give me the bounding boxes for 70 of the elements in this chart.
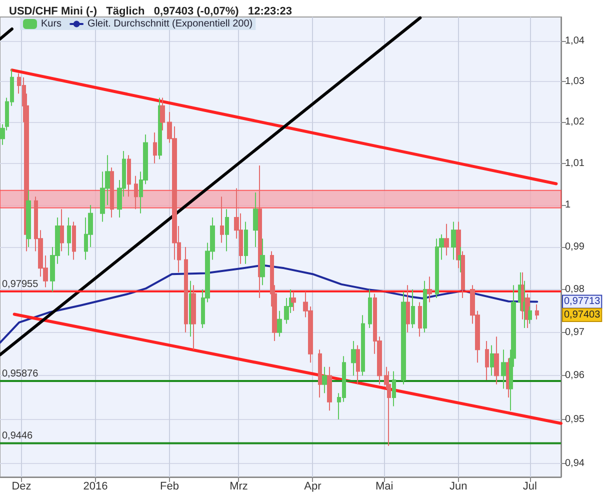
y-tick-label: 1,03 (565, 76, 585, 87)
candlestick (356, 344, 360, 385)
candlestick (535, 304, 539, 320)
x-tick-label: Dez (12, 480, 32, 492)
candlestick (253, 192, 258, 248)
candlestick (427, 276, 432, 303)
candlestick (406, 284, 410, 333)
candlestick (361, 314, 365, 376)
candlestick (327, 366, 332, 412)
candlestick (72, 221, 76, 260)
y-tick-label: 0,99 (565, 242, 585, 253)
candlestick (444, 223, 449, 256)
candlestick (322, 366, 327, 394)
y-tick-label: 0,98 (565, 284, 585, 295)
candlestick (351, 340, 356, 376)
candlestick (387, 370, 391, 446)
candlestick (184, 246, 188, 333)
y-tick-label: 0,95 (565, 414, 585, 425)
y-tick-label: 1,01 (565, 158, 585, 169)
candlestick (260, 238, 265, 286)
line-series (0, 264, 538, 344)
y-tick-label: 0,96 (565, 370, 585, 382)
legend-label: Kurs (41, 18, 62, 30)
candlestick (485, 340, 489, 380)
y-tick-label: 0,94 (565, 458, 585, 470)
candlestick (490, 344, 494, 376)
chart-title: USD/CHF Mini (-) Täglich 0,97403 (-0,07%) 12:23:23 (9, 6, 292, 18)
candlestick (244, 221, 248, 264)
ref-line-label: 0,95876 (2, 368, 39, 380)
candlestick (225, 208, 229, 252)
candlestick (220, 196, 224, 244)
candlestick (153, 132, 157, 164)
ref-line-label: 0,9446 (2, 430, 34, 442)
candlestick (451, 221, 456, 260)
x-tick-label: Jul (522, 480, 537, 492)
x-tick-label: Apr (304, 480, 322, 492)
candlestick (110, 167, 114, 218)
x-tick-label: 2016 (83, 480, 108, 492)
y-tick-label: 0,97 (565, 326, 585, 338)
y-tick-label: 1,04 (565, 36, 585, 47)
x-tick-label: Mai (375, 480, 394, 492)
candlestick (160, 97, 165, 131)
y-tick-label: 1,02 (565, 116, 585, 128)
candlestick (392, 370, 396, 407)
candlestick (127, 154, 131, 198)
candlestick (423, 280, 427, 333)
candlestick (318, 349, 322, 398)
x-tick-label: Mrz (230, 480, 248, 492)
candlestick (461, 250, 465, 298)
x-tick-label: Feb (160, 480, 179, 492)
candlestick (418, 302, 422, 338)
candlestick (501, 349, 506, 390)
annotation: 0,97713 (564, 296, 601, 308)
candlestick (494, 336, 499, 385)
candlestick (60, 208, 64, 252)
candlestick (67, 217, 71, 256)
candlestick (528, 306, 532, 324)
x-tick-label: Jun (449, 480, 468, 492)
y-tick-label: 1 (565, 199, 571, 210)
candlestick (26, 190, 31, 248)
annotation: 0,97403 (564, 309, 601, 320)
candlestick (411, 288, 415, 329)
ref-line-label: 0,97955 (2, 278, 39, 290)
candlestick (401, 291, 406, 385)
candlestick (291, 291, 296, 312)
candlestick (277, 310, 282, 338)
candlestick (134, 175, 138, 210)
candlestick (368, 288, 372, 329)
legend-label: Gleit. Durchschnitt (Exponentiell 200) (88, 18, 253, 30)
candlestick (191, 284, 196, 350)
